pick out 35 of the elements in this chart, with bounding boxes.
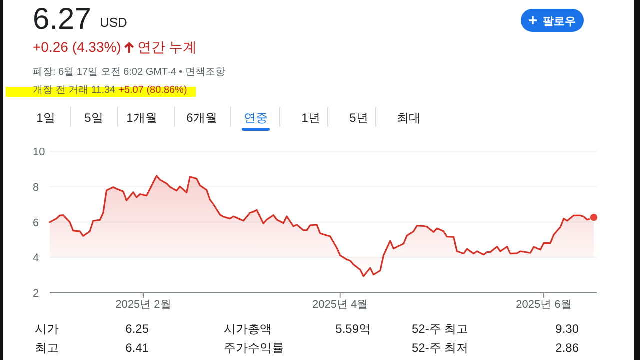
chart-title: 6.27 — [33, 3, 92, 36]
text: 1년 — [302, 111, 320, 125]
y-tick-label: 2 — [33, 288, 40, 300]
text: 연간 누계 — [137, 39, 198, 55]
text: 1일 — [36, 111, 56, 125]
x-tick-label: 2025년 4월 — [312, 299, 368, 311]
text: 2.86 — [556, 341, 580, 355]
x-tick-label: 2025년 2월 — [116, 299, 172, 311]
text: 9.30 — [556, 322, 580, 336]
text: 주가수익률 — [224, 341, 284, 355]
text: 5일 — [84, 111, 104, 125]
text: 6개월 — [186, 111, 218, 125]
text: 시가 — [35, 322, 59, 336]
text: 1개월 — [126, 111, 158, 125]
x-tick-label: 2025년 6월 — [516, 299, 572, 311]
text: USD — [100, 15, 128, 30]
text: 시가총액 — [224, 322, 272, 336]
text: 52-주 최저 — [412, 341, 469, 355]
y-tick-label: 6 — [33, 217, 40, 230]
text: 폐장: 6월 17일 오전 6:02 GMT-4 • 면책조항 — [33, 67, 226, 78]
text: 팔로우 — [543, 16, 576, 28]
text: +5.07 (80.86%) — [118, 85, 188, 96]
y-tick-label: 10 — [33, 146, 46, 159]
text: 52-주 최고 — [412, 322, 469, 336]
text: 연중 — [244, 111, 268, 125]
text: 6.41 — [126, 341, 150, 355]
text: 5.59억 — [336, 322, 371, 336]
text: 개장 전 거래 11.34 — [33, 85, 116, 96]
text: 최대 — [397, 111, 421, 125]
chart-subtitle: +0.26 (4.33%) — [33, 39, 122, 55]
text: 5년 — [350, 111, 368, 125]
text: 6.25 — [126, 322, 150, 336]
y-tick-label: 4 — [33, 252, 40, 265]
text: 최고 — [35, 341, 59, 355]
y-tick-label: 8 — [33, 182, 40, 194]
